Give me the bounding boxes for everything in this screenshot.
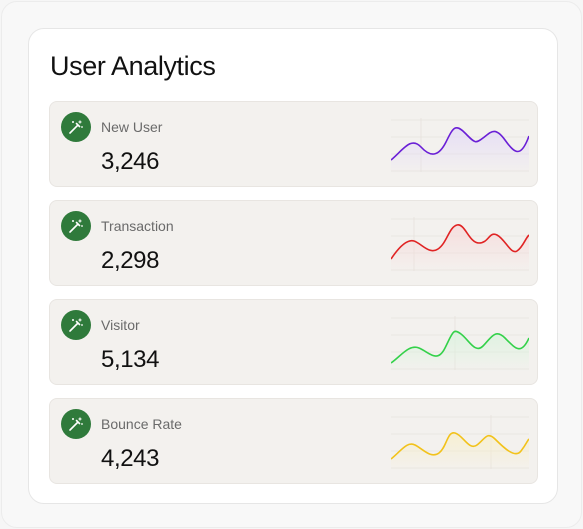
magic-wand-icon [61,409,91,439]
stat-value: 4,243 [101,445,160,472]
sparkline-transaction [391,217,529,273]
stat-value: 2,298 [101,247,160,274]
stat-card-new-user[interactable]: New User 3,246 [49,101,538,187]
stat-value: 5,134 [101,346,160,373]
sparkline-bounce-rate [391,415,529,471]
magic-wand-icon [61,112,91,142]
sparkline-new-user [391,118,529,174]
stat-card-visitor[interactable]: Visitor 5,134 [49,299,538,385]
magic-wand-icon [61,310,91,340]
magic-wand-icon [61,211,91,241]
card-title: User Analytics [50,51,216,81]
sparkline-visitor [391,316,529,372]
stat-label: Transaction [101,218,174,234]
stat-value: 3,246 [101,148,160,175]
stat-label: Visitor [101,317,140,333]
user-analytics-card: User Analytics New User 3,246 Transactio… [28,28,558,504]
stat-label: New User [101,119,163,135]
stat-card-bounce-rate[interactable]: Bounce Rate 4,243 [49,398,538,484]
stat-card-transaction[interactable]: Transaction 2,298 [49,200,538,286]
stat-label: Bounce Rate [101,416,182,432]
